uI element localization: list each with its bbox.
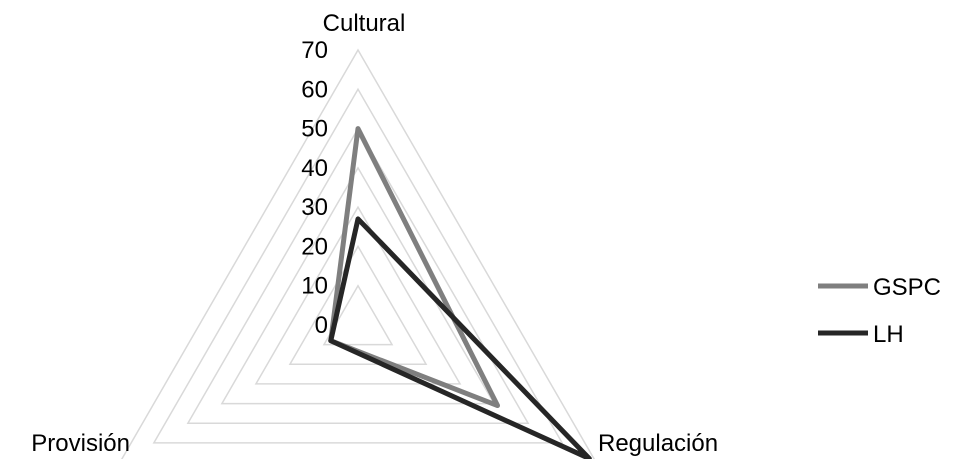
tick-label-30: 30 [301,194,328,221]
legend-label-gspc: GSPC [873,274,941,301]
tick-label-70: 70 [301,37,328,64]
tick-label-20: 20 [301,233,328,260]
series-line-gspc [328,126,500,409]
axis-label-regulacion: Regulación [598,430,718,457]
radar-grid [120,48,596,459]
data-point-lh-1 [356,216,360,221]
tick-label-10: 10 [301,273,328,300]
tick-label-0: 0 [315,312,328,339]
grid-ring-60 [152,87,564,444]
tick-label-40: 40 [301,155,328,182]
data-point-lh-3 [328,338,333,343]
grid-ring-40 [220,166,496,405]
grid-ring-70 [120,48,596,459]
legend-item-gspc: GSPC [818,274,941,301]
data-point-gspc-1 [356,126,360,131]
legend: GSPC LH [818,274,941,348]
axis-label-provision: Provisión [31,430,130,457]
series-line-lh [328,216,592,459]
grid-ring-30 [254,205,462,385]
radar-series [328,126,592,459]
grid-ring-20 [288,244,428,366]
axis-label-cultural: Cultural [323,10,406,37]
grid-ring-50 [186,127,530,424]
axis-labels: Cultural Regulación Provisión [31,10,718,457]
grid-ring-10 [322,284,394,346]
data-point-lh-2 [587,456,592,459]
legend-item-lh: LH [818,321,904,348]
legend-label-lh: LH [873,321,904,348]
radial-tick-labels: 0 10 20 30 40 50 60 70 [301,37,328,339]
tick-label-50: 50 [301,116,328,143]
data-point-gspc-2 [495,403,500,408]
tick-label-60: 60 [301,76,328,103]
